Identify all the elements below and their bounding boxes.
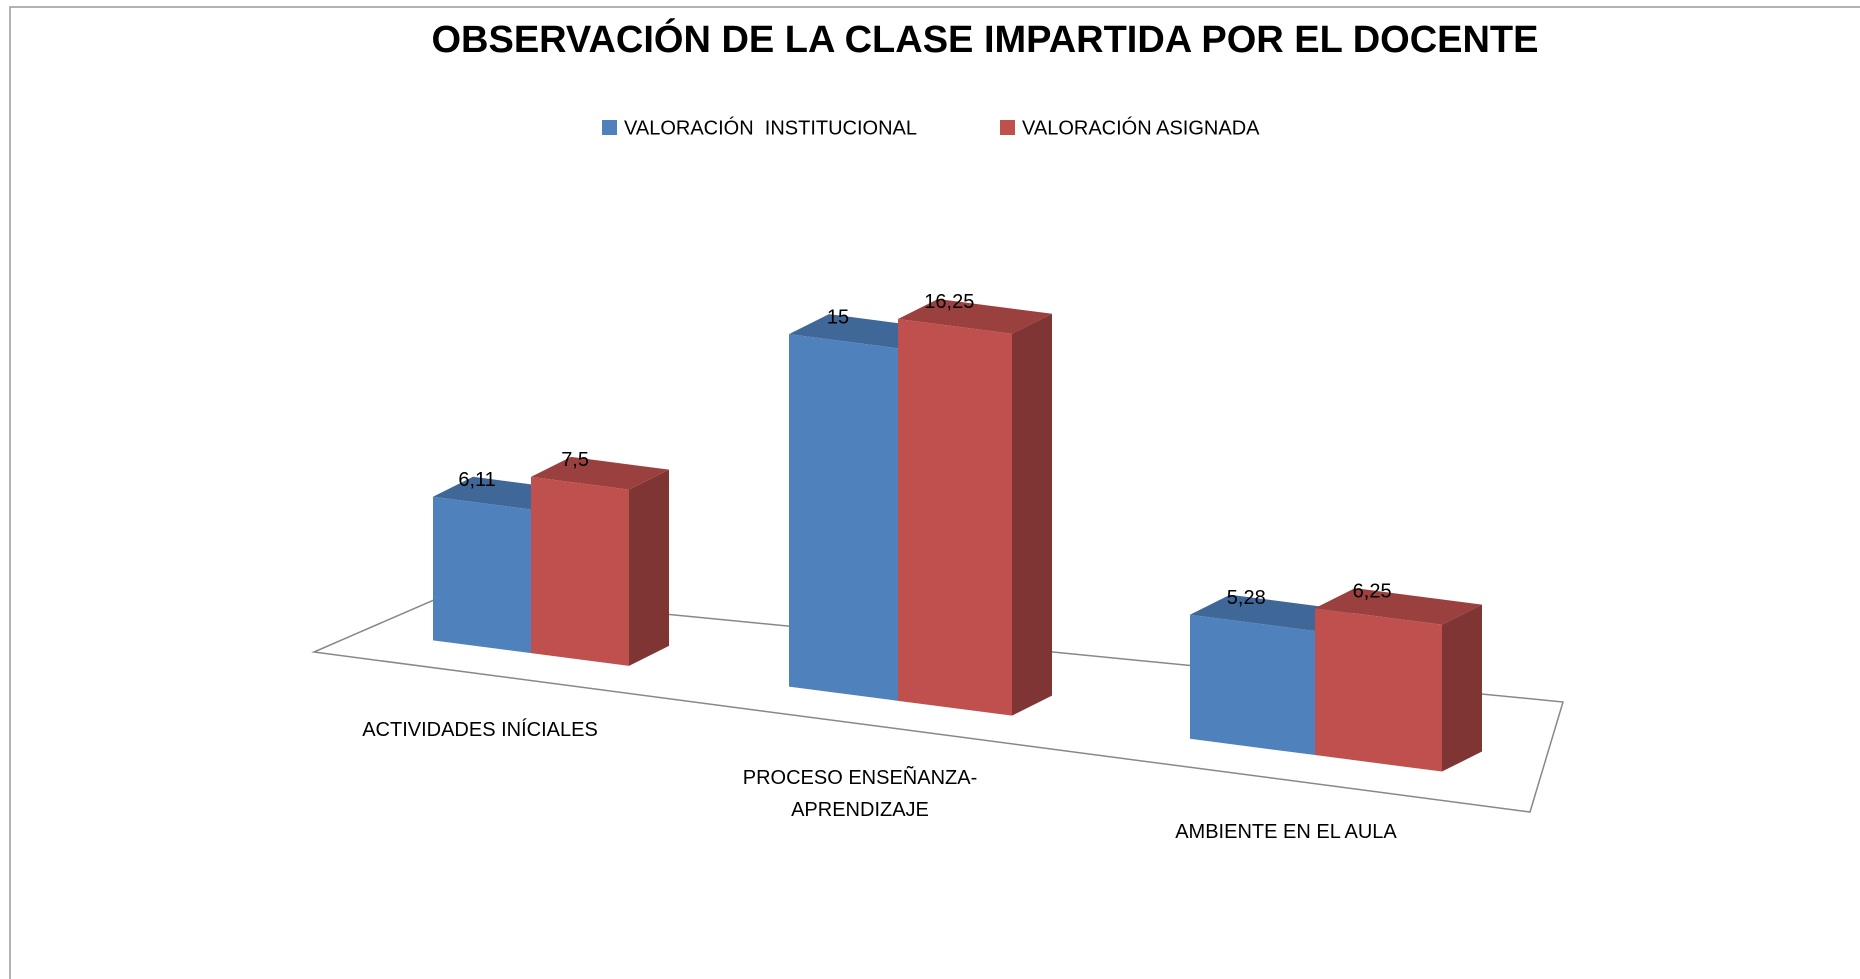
x-tick-label: AMBIENTE EN EL AULA [1175, 821, 1397, 843]
x-tick-label: PROCESO ENSEÑANZA-APRENDIZAJE [742, 767, 978, 821]
x-tick-label: ACTIVIDADES INÍCIALES [362, 719, 598, 741]
legend-label: VALORACIÓN INSTITUCIONAL [624, 116, 917, 139]
data-label: 16,25 [924, 291, 974, 313]
data-label: 7,5 [561, 449, 589, 471]
legend-swatch [1000, 120, 1015, 135]
bar-side [629, 469, 669, 666]
bar [433, 496, 531, 654]
bar-side [1442, 604, 1482, 772]
bar-top [1315, 588, 1482, 625]
legend-label: VALORACIÓN ASIGNADA [1022, 116, 1260, 139]
legend-swatch [602, 120, 617, 135]
bar [898, 318, 1012, 716]
bar [789, 334, 898, 701]
bar [1315, 608, 1442, 772]
chart-title: OBSERVACIÓN DE LA CLASE IMPARTIDA POR EL… [431, 17, 1538, 61]
data-label: 6,11 [458, 469, 495, 491]
data-label: 15 [827, 306, 849, 328]
data-label: 5,28 [1227, 587, 1266, 609]
bar-top [1190, 594, 1355, 631]
bar-top [531, 456, 669, 490]
bar [1190, 614, 1315, 756]
bar [531, 476, 629, 666]
bar-top [898, 298, 1052, 334]
data-label: 6,25 [1353, 580, 1392, 602]
chart-border [9, 6, 1860, 979]
bar-side [1012, 313, 1052, 716]
